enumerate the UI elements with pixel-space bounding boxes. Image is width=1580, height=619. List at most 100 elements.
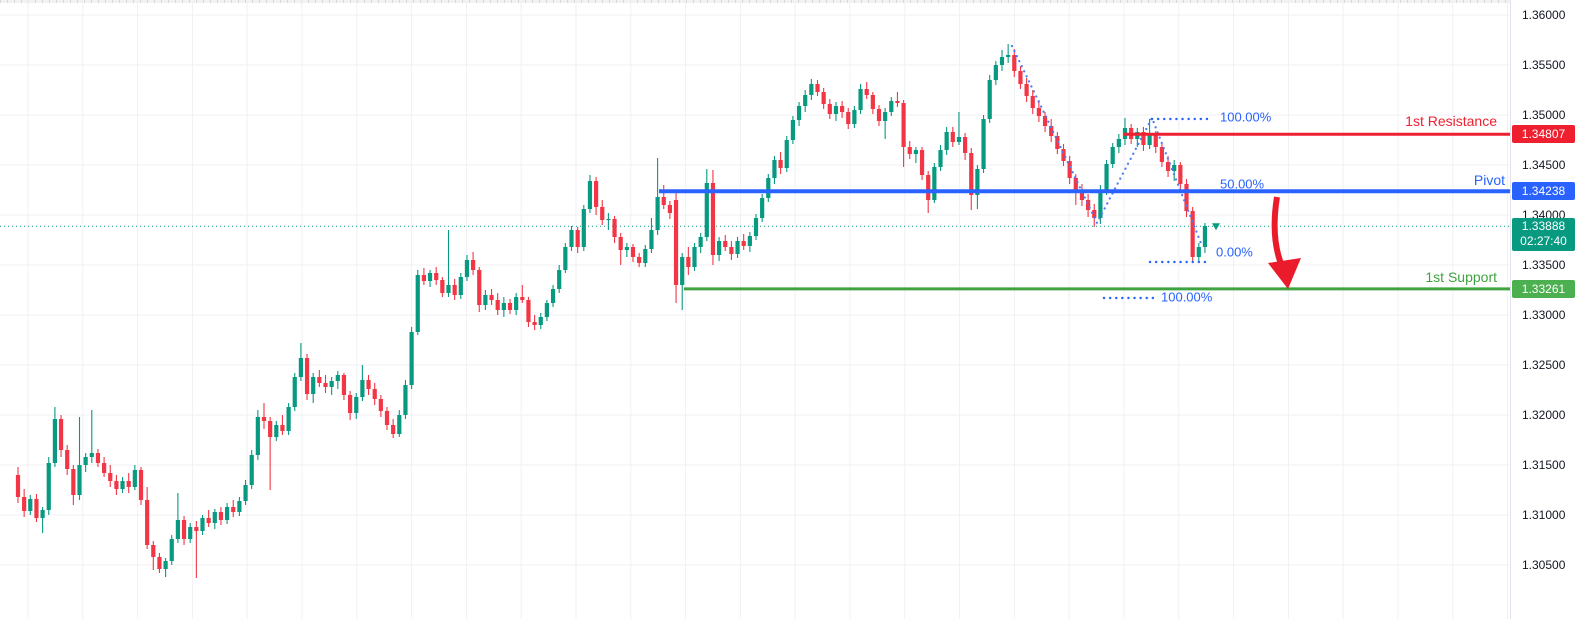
- candle-body: [304, 358, 310, 394]
- candle-body: [766, 178, 771, 198]
- candle-body: [464, 260, 470, 277]
- candle-body: [846, 112, 851, 124]
- candle-body: [790, 120, 795, 140]
- axis-price-label: 1.35000: [1522, 108, 1566, 122]
- candle-body: [1073, 178, 1078, 192]
- candle-body: [212, 512, 217, 523]
- candle-body: [938, 150, 943, 167]
- candle-body: [1104, 164, 1109, 191]
- candle-body: [169, 539, 174, 561]
- candle-body: [483, 295, 488, 305]
- axis-price-label: 1.36000: [1522, 8, 1566, 22]
- candle-body: [489, 295, 494, 300]
- candle-body: [52, 419, 57, 463]
- candle-body: [883, 112, 888, 121]
- candle-body: [514, 297, 519, 310]
- candle-body: [760, 198, 765, 218]
- candle-body: [1147, 135, 1152, 145]
- resistance-label: 1st Resistance: [1405, 113, 1497, 129]
- candle-body: [95, 453, 101, 463]
- candle-body: [919, 150, 925, 175]
- candle-body: [28, 499, 33, 511]
- candle-body: [280, 425, 285, 431]
- candle-body: [354, 397, 359, 413]
- last-price-value: 1.33888: [1521, 219, 1566, 234]
- candle-body: [544, 303, 549, 317]
- candle-body: [1061, 149, 1066, 161]
- candle-body: [175, 520, 180, 539]
- candle-body: [901, 103, 906, 147]
- chart-canvas[interactable]: [0, 0, 1510, 619]
- candle-body: [1184, 184, 1189, 211]
- candle-body: [594, 181, 599, 207]
- candle-body: [102, 463, 107, 473]
- price-axis[interactable]: 1.36000 1.35500 1.35000 1.34500 1.34000 1.335…: [1510, 0, 1580, 619]
- candle-body: [1018, 71, 1023, 84]
- candle-body: [1079, 192, 1085, 200]
- last-price-badge: 1.33888 02:27:40: [1512, 218, 1575, 252]
- pattern-zigzag[interactable]: [1010, 44, 1204, 248]
- candle-body: [1086, 200, 1091, 210]
- candle-body: [1030, 96, 1035, 108]
- candle-body: [1172, 165, 1177, 171]
- candle-body: [655, 197, 660, 230]
- axis-price-label: 1.32000: [1522, 408, 1566, 422]
- candle-body: [231, 507, 236, 512]
- support-label: 1st Support: [1425, 269, 1497, 285]
- candle-body: [1036, 108, 1041, 116]
- projection-arrow[interactable]: [1271, 196, 1287, 273]
- candle-body: [833, 106, 839, 114]
- candle-body: [987, 80, 992, 119]
- candle-body: [243, 485, 248, 501]
- candle-body: [1116, 139, 1121, 147]
- candle-body: [194, 527, 199, 531]
- candle-body: [889, 101, 894, 112]
- candle-body: [1178, 165, 1183, 184]
- candle-body: [446, 285, 451, 293]
- axis-price-label: 1.31500: [1522, 458, 1566, 472]
- fib-lower-100-label[interactable]: 100.00%: [1161, 289, 1213, 305]
- fib-100-label[interactable]: 100.00%: [1220, 109, 1272, 125]
- candle-body: [452, 285, 457, 295]
- candle-body: [378, 399, 383, 411]
- candle-body: [858, 89, 863, 110]
- candle-body: [348, 395, 353, 413]
- candle-body: [1042, 116, 1048, 126]
- candle-body: [1067, 161, 1072, 178]
- candle-body: [1159, 147, 1164, 162]
- candle-body: [772, 160, 777, 178]
- candle-body: [999, 57, 1005, 65]
- projection-arrow-head[interactable]: [1268, 258, 1301, 289]
- candle-body: [120, 481, 125, 489]
- candle-body: [145, 500, 150, 545]
- fib-0-label[interactable]: 0.00%: [1216, 244, 1253, 260]
- fib-50-label[interactable]: 50.00%: [1220, 176, 1265, 192]
- candle-body: [317, 377, 322, 383]
- candle-body: [477, 270, 482, 305]
- candle-body: [686, 257, 691, 267]
- candle-body: [557, 270, 562, 289]
- candle-body: [415, 275, 420, 332]
- candle-body: [993, 65, 998, 80]
- candle-body: [624, 247, 629, 250]
- candle-body: [747, 236, 752, 246]
- candle-body: [501, 303, 506, 310]
- candle-body: [335, 375, 340, 381]
- candle-body: [108, 473, 113, 481]
- candle-body: [421, 275, 426, 281]
- candle-body: [65, 450, 70, 469]
- candle-body: [1092, 210, 1097, 218]
- support-price-value: 1.33261: [1521, 281, 1566, 296]
- candle-body: [956, 137, 962, 142]
- last-close-marker: [1212, 223, 1220, 231]
- candle-body: [495, 300, 500, 310]
- pivot-label: Pivot: [1473, 172, 1505, 188]
- candle-body: [815, 84, 820, 92]
- candle-body: [15, 475, 21, 497]
- candle-body: [384, 411, 390, 425]
- candle-body: [704, 183, 709, 237]
- axis-price-label: 1.30500: [1522, 558, 1566, 572]
- candle-body: [188, 527, 193, 539]
- candle-body: [206, 518, 211, 523]
- candle-body: [341, 375, 347, 395]
